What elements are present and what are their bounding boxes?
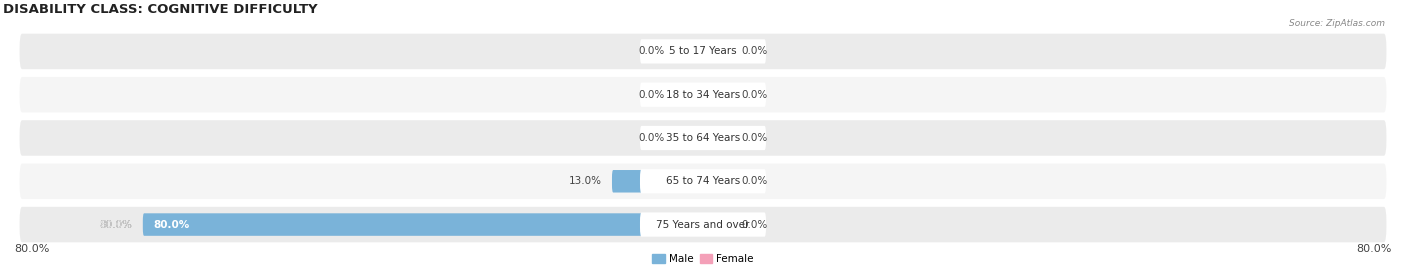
Text: 0.0%: 0.0% xyxy=(741,176,768,186)
Text: 5 to 17 Years: 5 to 17 Years xyxy=(669,47,737,56)
Text: 18 to 34 Years: 18 to 34 Years xyxy=(666,90,740,100)
Text: 0.0%: 0.0% xyxy=(741,90,768,100)
FancyBboxPatch shape xyxy=(20,77,1386,112)
Text: 75 Years and over: 75 Years and over xyxy=(657,220,749,229)
Text: 65 to 74 Years: 65 to 74 Years xyxy=(666,176,740,186)
Legend: Male, Female: Male, Female xyxy=(648,250,758,268)
FancyBboxPatch shape xyxy=(640,83,766,107)
Text: DISABILITY CLASS: COGNITIVE DIFFICULTY: DISABILITY CLASS: COGNITIVE DIFFICULTY xyxy=(3,3,318,16)
FancyBboxPatch shape xyxy=(640,169,766,193)
Text: Source: ZipAtlas.com: Source: ZipAtlas.com xyxy=(1289,19,1385,28)
Text: 80.0%: 80.0% xyxy=(153,220,190,229)
FancyBboxPatch shape xyxy=(640,213,766,237)
FancyBboxPatch shape xyxy=(640,126,766,150)
FancyBboxPatch shape xyxy=(703,170,731,193)
FancyBboxPatch shape xyxy=(20,120,1386,156)
FancyBboxPatch shape xyxy=(20,164,1386,199)
FancyBboxPatch shape xyxy=(640,39,766,63)
FancyBboxPatch shape xyxy=(675,40,703,63)
Text: 0.0%: 0.0% xyxy=(741,133,768,143)
Text: 0.0%: 0.0% xyxy=(741,220,768,229)
Text: 80.0%: 80.0% xyxy=(100,220,132,229)
FancyBboxPatch shape xyxy=(20,207,1386,242)
Text: 0.0%: 0.0% xyxy=(638,90,665,100)
Text: 80.0%: 80.0% xyxy=(100,220,132,229)
Text: 80.0%: 80.0% xyxy=(1357,244,1392,254)
FancyBboxPatch shape xyxy=(703,213,731,236)
FancyBboxPatch shape xyxy=(20,34,1386,69)
FancyBboxPatch shape xyxy=(143,213,703,236)
Text: 0.0%: 0.0% xyxy=(638,47,665,56)
FancyBboxPatch shape xyxy=(703,127,731,149)
FancyBboxPatch shape xyxy=(675,127,703,149)
FancyBboxPatch shape xyxy=(612,170,703,193)
FancyBboxPatch shape xyxy=(703,40,731,63)
Text: 35 to 64 Years: 35 to 64 Years xyxy=(666,133,740,143)
FancyBboxPatch shape xyxy=(675,83,703,106)
Text: 0.0%: 0.0% xyxy=(741,47,768,56)
Text: 13.0%: 13.0% xyxy=(568,176,602,186)
FancyBboxPatch shape xyxy=(703,83,731,106)
Text: 0.0%: 0.0% xyxy=(638,133,665,143)
Text: 80.0%: 80.0% xyxy=(14,244,49,254)
